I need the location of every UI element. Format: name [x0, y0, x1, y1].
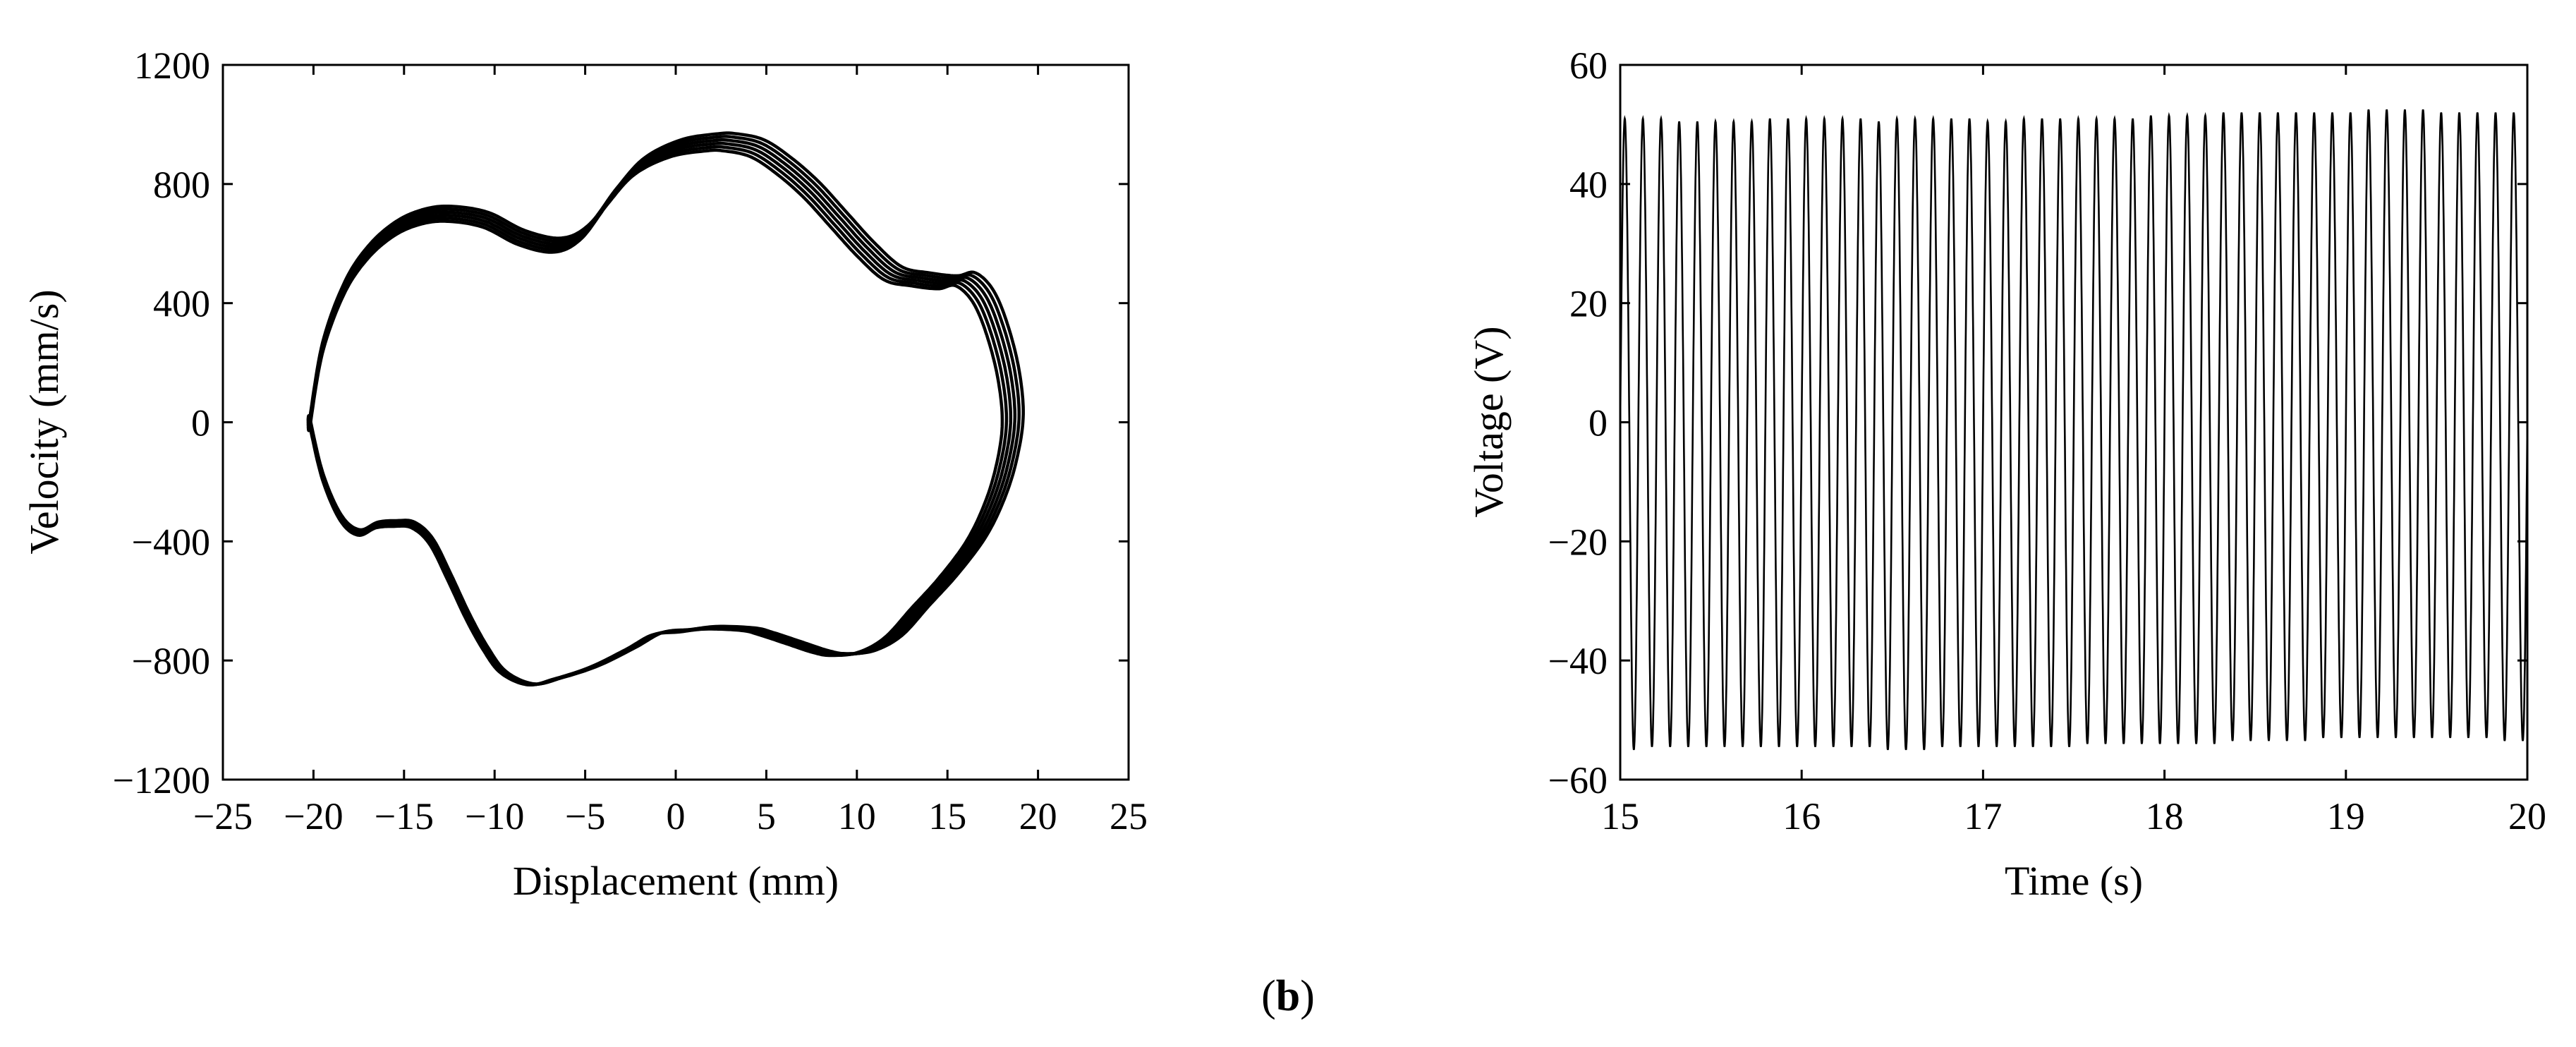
x-tick-label: 17 [1964, 795, 2002, 837]
voltage-series-line [1619, 109, 2529, 751]
phase-portrait-chart: −25 −20 −15 −10 −5 0 5 10 15 20 25 −1200 −800 −400 0 40… [21, 44, 1148, 904]
voltage-time-chart: 15 16 17 18 19 20 −60 −40 −20 0 20 40 60 Time (s) Vo… [1466, 44, 2546, 904]
y-tick-label: 800 [153, 164, 210, 206]
x-tick-label: 16 [1782, 795, 1821, 837]
y-tick-label: 1200 [134, 44, 210, 87]
trajectory-loop [306, 131, 1025, 686]
caption-open: ( [1261, 972, 1276, 1020]
x-tick-label: 15 [1601, 795, 1639, 837]
y-tick-label: −400 [132, 521, 210, 563]
x-tick-label: 15 [928, 795, 966, 837]
axis-ticks: −25 −20 −15 −10 −5 0 5 10 15 20 25 −1200 −800 −400 0 40… [113, 44, 1148, 837]
caption-close: ) [1300, 972, 1315, 1020]
y-tick-label: 60 [1569, 44, 1608, 87]
y-tick-label: 0 [191, 402, 210, 444]
y-tick-label: −800 [132, 640, 210, 682]
trajectory-loop [306, 148, 1004, 687]
series-group [1619, 109, 2529, 751]
x-tick-label: 5 [757, 795, 776, 837]
y-tick-label: 0 [1588, 402, 1608, 444]
x-tick-label: 19 [2327, 795, 2365, 837]
x-tick-label: 20 [1019, 795, 1057, 837]
y-tick-label: 400 [153, 283, 210, 325]
y-tick-label: −1200 [113, 759, 210, 801]
figure-caption: (b) [1261, 972, 1315, 1020]
x-axis-title: Time (s) [2005, 858, 2143, 904]
y-axis-title: Velocity (mm/s) [21, 289, 67, 554]
y-tick-label: −20 [1548, 521, 1608, 563]
x-tick-label: −5 [565, 795, 605, 837]
x-tick-label: 0 [667, 795, 686, 837]
x-axis-title: Displacement (mm) [513, 858, 839, 904]
x-tick-label: −25 [193, 795, 253, 837]
caption-label: b [1276, 972, 1300, 1020]
y-tick-label: 20 [1569, 283, 1608, 325]
y-tick-label: 40 [1569, 164, 1608, 206]
axis-ticks: 15 16 17 18 19 20 −60 −40 −20 0 20 40 60 [1548, 44, 2546, 837]
series-group [306, 131, 1025, 687]
y-axis-title: Voltage (V) [1466, 326, 1512, 517]
plot-frame [221, 63, 1130, 781]
x-tick-label: −20 [284, 795, 343, 837]
y-tick-label: −40 [1548, 640, 1608, 682]
x-tick-label: −10 [465, 795, 524, 837]
x-tick-label: 20 [2508, 795, 2546, 837]
x-tick-label: 18 [2146, 795, 2184, 837]
y-tick-label: −60 [1548, 759, 1608, 801]
x-tick-label: 10 [838, 795, 876, 837]
x-tick-label: −15 [375, 795, 434, 837]
x-tick-label: 25 [1110, 795, 1148, 837]
